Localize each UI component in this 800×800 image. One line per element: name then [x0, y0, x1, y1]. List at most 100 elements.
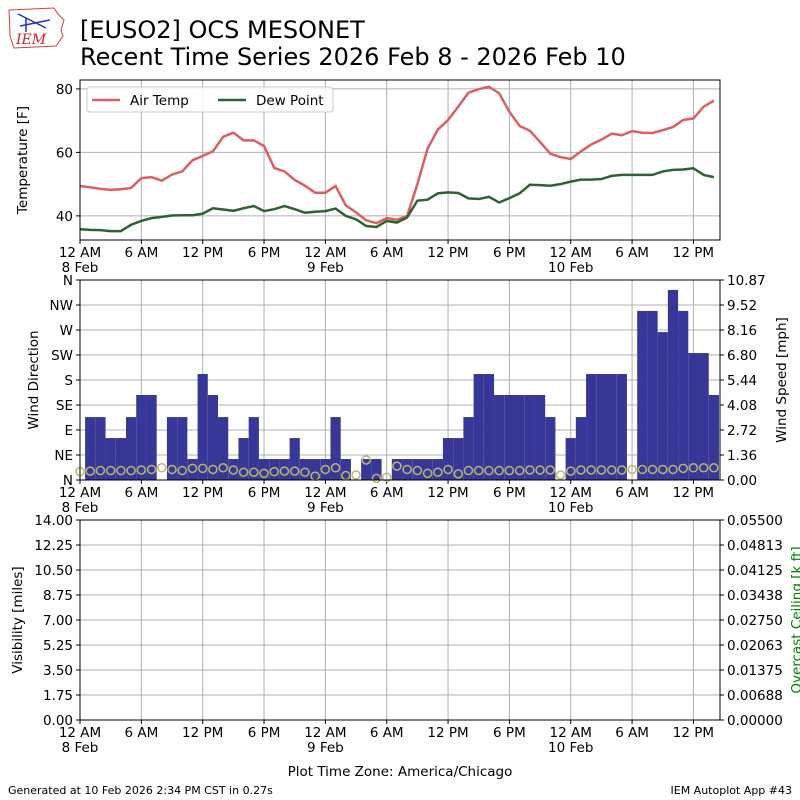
- x-tick-label: 6 PM: [493, 725, 526, 741]
- wind-direction-marker: [85, 466, 95, 476]
- wind-speed-bar: [330, 417, 341, 480]
- wind-direction-marker: [657, 464, 668, 475]
- speed-tick-label: 2.72: [727, 423, 757, 439]
- x-date-label: 9 Feb: [307, 740, 344, 756]
- wind-speed-bar: [667, 289, 679, 480]
- wind-direction-marker: [473, 465, 484, 476]
- wind-direction-marker: [576, 465, 586, 475]
- speed-tick-label: 0.00: [727, 473, 757, 489]
- visibility-tick-label: 14.00: [34, 513, 73, 529]
- wind-direction-marker: [269, 466, 279, 477]
- wind-direction-marker: [504, 465, 515, 476]
- wind-direction-marker: [95, 465, 106, 476]
- wind-direction-marker: [157, 463, 167, 473]
- x-tick-label: 12 PM: [427, 245, 468, 261]
- dew-point-line: [79, 166, 715, 233]
- x-tick-label: 12 AM: [550, 485, 592, 501]
- wind-direction-marker: [586, 465, 596, 475]
- app-label: IEM Autoplot App #43: [670, 784, 793, 797]
- wind-speed-bar: [187, 459, 198, 480]
- x-tick-label: 12 PM: [182, 245, 223, 261]
- wind-direction-marker: [187, 463, 198, 474]
- wind-speed-bar: [115, 438, 127, 480]
- wind-direction-marker: [668, 464, 678, 475]
- wind-direction-marker: [146, 464, 157, 475]
- speed-tick-label: 8.16: [727, 323, 757, 339]
- wind-direction-marker: [238, 467, 249, 477]
- wind-direction-marker: [320, 464, 331, 475]
- x-date-label: 9 Feb: [307, 500, 344, 516]
- x-tick-label: 12 PM: [182, 725, 223, 741]
- wind-direction-marker: [484, 465, 494, 476]
- dir-tick-label: NE: [54, 448, 73, 464]
- wind-direction-marker: [289, 466, 300, 476]
- wind-speed-bar: [320, 459, 331, 480]
- wind-direction-marker: [361, 455, 372, 465]
- wind-direction-marker: [197, 463, 208, 474]
- ceiling-tick-label: 0.04125: [727, 563, 783, 579]
- wind-speed-bar: [586, 374, 597, 480]
- wind-speed-bar: [483, 374, 495, 480]
- wind-speed-bar: [166, 417, 178, 480]
- x-tick-label: 12 AM: [550, 245, 592, 261]
- y-tick-label: 40: [56, 209, 73, 225]
- wind-direction-marker: [647, 464, 658, 475]
- wind-direction-marker: [565, 466, 576, 476]
- wind-direction-marker: [596, 465, 607, 475]
- wind-direction-marker: [371, 473, 382, 484]
- speed-tick-label: 10.87: [727, 273, 766, 289]
- visibility-tick-label: 12.25: [34, 538, 73, 554]
- x-tick-label: 12 AM: [550, 725, 592, 741]
- speed-tick-label: 9.52: [727, 298, 757, 314]
- wind-speed-bar: [494, 394, 505, 480]
- wind-direction-marker: [494, 465, 504, 476]
- y-axis-label: Wind Direction: [26, 330, 42, 429]
- x-tick-label: 12 AM: [59, 485, 101, 501]
- x-tick-label: 6 AM: [370, 485, 404, 501]
- wind-direction-marker: [392, 461, 402, 471]
- air-temp-line: [79, 85, 715, 225]
- wind-direction-marker: [709, 463, 719, 473]
- visibility-tick-label: 7.00: [43, 613, 73, 629]
- wind-direction-marker: [300, 467, 310, 477]
- generated-text: Generated at 10 Feb 2026 2:34 PM CST in …: [8, 784, 273, 797]
- wind-speed-bar: [698, 353, 709, 480]
- wind-speed-bar: [95, 417, 106, 480]
- wind-speed-bar: [657, 332, 668, 480]
- dir-tick-label: N: [63, 473, 73, 489]
- x-tick-label: 6 PM: [248, 725, 281, 741]
- legend-label: Air Temp: [130, 93, 189, 109]
- visibility-tick-label: 0.00: [43, 713, 73, 729]
- wind-speed-bar: [177, 417, 188, 480]
- wind-speed-bar: [514, 394, 525, 480]
- wind-speed-bar: [616, 374, 627, 480]
- wind-speed-bar: [248, 417, 259, 480]
- y-tick-label: 80: [56, 82, 73, 98]
- wind-direction-marker: [249, 467, 259, 477]
- wind-speed-bar: [289, 438, 300, 480]
- x-axis-label: Plot Time Zone: America/Chicago: [288, 764, 513, 780]
- wind-direction-marker: [422, 468, 433, 479]
- wind-speed-bar: [310, 459, 321, 480]
- wind-speed-bar: [534, 394, 546, 480]
- x-tick-label: 12 PM: [427, 725, 468, 741]
- speed-tick-label: 1.36: [727, 448, 757, 464]
- wind-speed-bar: [340, 459, 351, 480]
- visibility-tick-label: 8.75: [43, 588, 73, 604]
- x-date-label: 9 Feb: [307, 260, 344, 276]
- x-tick-label: 6 PM: [493, 485, 526, 501]
- title-line-1: [EUSO2] OCS MESONET: [80, 16, 365, 44]
- wind-speed-bar: [105, 438, 116, 480]
- wind-direction-marker: [637, 464, 648, 475]
- wind-direction-marker: [105, 465, 116, 476]
- ceiling-tick-label: 0.03438: [727, 588, 783, 604]
- x-tick-label: 12 PM: [427, 485, 468, 501]
- legend: [86, 86, 334, 113]
- x-tick-label: 6 PM: [248, 485, 281, 501]
- wind-speed-bar: [708, 394, 719, 480]
- speed-tick-label: 5.44: [727, 373, 757, 389]
- y-tick-label: 60: [56, 145, 73, 161]
- ceiling-tick-label: 0.05500: [727, 513, 783, 529]
- wind-direction-marker: [167, 464, 177, 475]
- wind-speed-bar: [228, 459, 239, 480]
